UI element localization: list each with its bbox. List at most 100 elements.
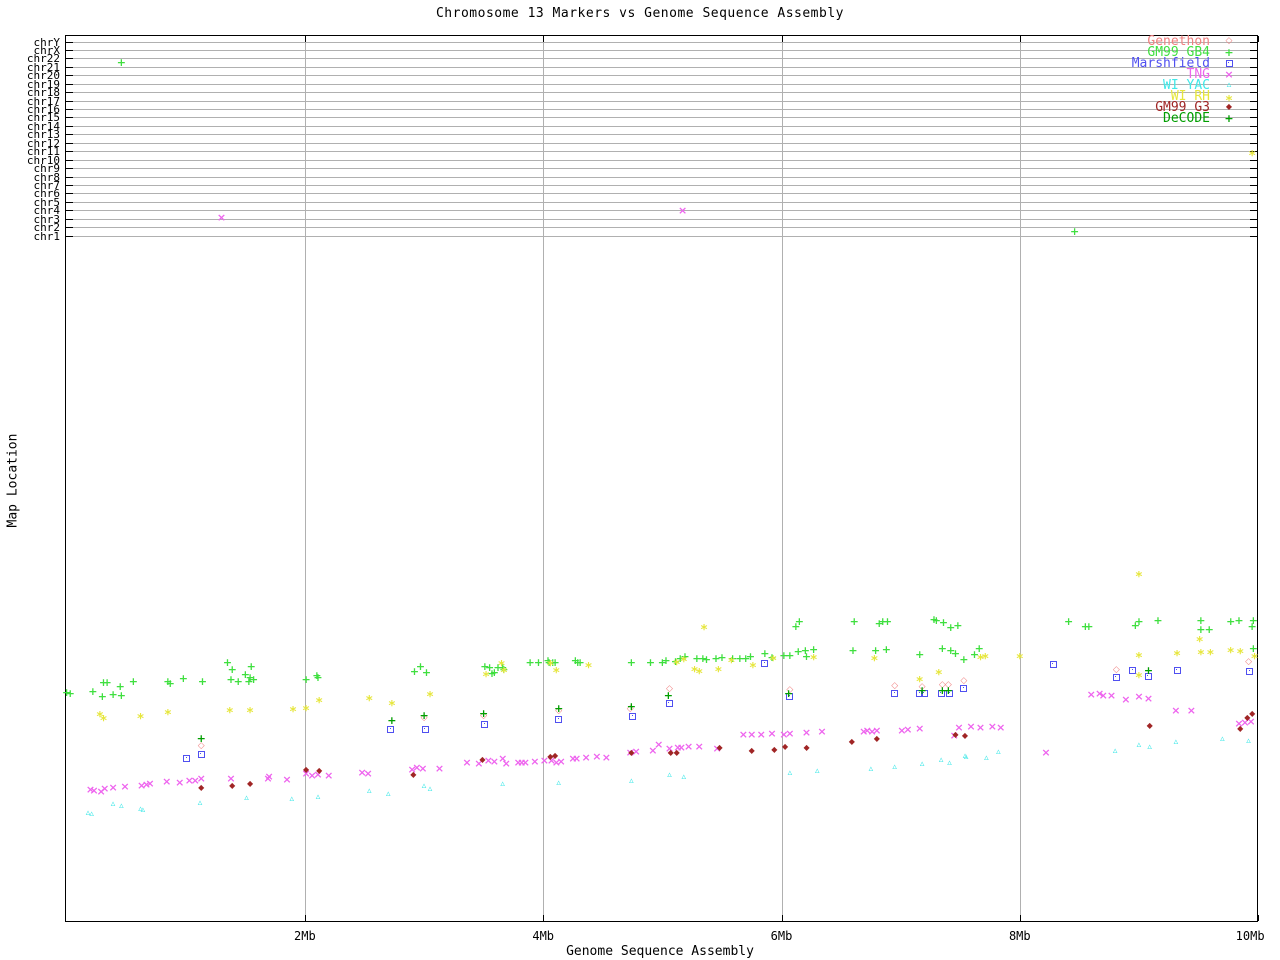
scatter-point: ▵ bbox=[366, 785, 372, 796]
scatter-point: + bbox=[1130, 618, 1140, 632]
scatter-point: + bbox=[848, 643, 858, 657]
scatter-point: ◆ bbox=[552, 751, 559, 760]
right-axis-tick bbox=[1250, 41, 1257, 43]
left-axis-tick bbox=[66, 125, 73, 127]
scatter-point: × bbox=[872, 723, 882, 737]
scatter-point bbox=[1126, 663, 1140, 677]
square-glyph bbox=[481, 720, 489, 728]
scatter-point: + bbox=[233, 674, 243, 688]
right-axis-tick bbox=[1250, 184, 1257, 186]
chrom-gridline bbox=[66, 66, 1257, 68]
scatter-point: × bbox=[1171, 703, 1181, 717]
scatter-point bbox=[626, 709, 640, 723]
scatter-point: + bbox=[498, 660, 508, 674]
scatter-point: × bbox=[184, 773, 194, 787]
scatter-point: * bbox=[552, 665, 560, 681]
scatter-point: ▵ bbox=[938, 754, 944, 765]
scatter-point: × bbox=[712, 741, 722, 755]
scatter-point: * bbox=[673, 657, 681, 673]
scatter-point: × bbox=[546, 753, 557, 767]
scatter-point: + bbox=[675, 651, 685, 665]
scatter-point: × bbox=[1240, 715, 1250, 729]
scatter-point: + bbox=[950, 646, 961, 660]
scatter-point: ◇ bbox=[938, 679, 946, 690]
scatter-point bbox=[478, 717, 492, 731]
chrom-gridline bbox=[66, 41, 1257, 43]
left-axis-tick bbox=[66, 75, 73, 77]
square-glyph bbox=[421, 725, 429, 733]
scatter-point: + bbox=[785, 648, 795, 662]
top-axis-tick bbox=[304, 36, 306, 42]
scatter-point: ▵ bbox=[868, 763, 874, 774]
scatter-point: + bbox=[760, 646, 770, 660]
scatter-point: * bbox=[1251, 651, 1258, 667]
scatter-point: × bbox=[581, 750, 591, 764]
left-axis-tick bbox=[66, 92, 73, 94]
scatter-point: + bbox=[1134, 614, 1144, 628]
scatter-point: + bbox=[717, 650, 727, 664]
scatter-point: ▵ bbox=[1136, 739, 1142, 750]
scatter-point: * bbox=[916, 674, 924, 690]
square-glyph bbox=[1129, 666, 1137, 674]
scatter-point: × bbox=[738, 727, 748, 741]
scatter-point: + bbox=[1204, 622, 1214, 636]
legend-row: TNG × bbox=[1116, 67, 1248, 81]
scatter-point: + bbox=[943, 683, 953, 697]
scatter-point: + bbox=[793, 644, 803, 658]
scatter-point: × bbox=[483, 753, 493, 767]
scatter-point: ▵ bbox=[984, 752, 989, 763]
chrom-label: chr16 bbox=[26, 103, 60, 117]
x-axis-label: Genome Sequence Assembly bbox=[566, 944, 754, 959]
chrom-gridline bbox=[66, 83, 1257, 85]
square-glyph bbox=[1144, 672, 1152, 680]
scatter-point: × bbox=[966, 719, 976, 733]
scatter-point: * bbox=[1196, 634, 1204, 650]
scatter-point: ▵ bbox=[814, 765, 820, 776]
scatter-point: × bbox=[1186, 703, 1196, 717]
scatter-point: × bbox=[282, 772, 292, 786]
scatter-point: × bbox=[175, 775, 185, 789]
scatter-point: + bbox=[728, 651, 738, 665]
legend-label: GM99 GB4 bbox=[1147, 45, 1210, 60]
scatter-point bbox=[384, 722, 398, 736]
chrom-label: chr10 bbox=[26, 153, 60, 167]
scatter-point: ▵ bbox=[787, 767, 793, 778]
scatter-point: × bbox=[89, 783, 99, 797]
scatter-point: × bbox=[975, 720, 986, 734]
chrom-label: chr12 bbox=[26, 136, 60, 150]
left-axis-tick bbox=[66, 134, 73, 136]
scatter-point: ▵ bbox=[1246, 735, 1251, 746]
scatter-point bbox=[1170, 663, 1184, 677]
left-axis-tick bbox=[66, 83, 73, 85]
scatter-point: + bbox=[1143, 663, 1154, 677]
scatter-point: + bbox=[626, 699, 636, 713]
scatter-point: + bbox=[489, 665, 499, 679]
left-axis-tick bbox=[66, 159, 73, 161]
square-glyph bbox=[891, 689, 899, 697]
scatter-point: × bbox=[96, 784, 106, 798]
scatter-point: × bbox=[673, 740, 683, 754]
scatter-point: * bbox=[498, 658, 505, 674]
scatter-point: × bbox=[1246, 714, 1256, 728]
scatter-point: ◆ bbox=[410, 770, 417, 779]
legend-label: WI YAC bbox=[1163, 78, 1210, 93]
scatter-point: + bbox=[937, 683, 947, 697]
chrom-label: chrY bbox=[33, 35, 61, 49]
chrom-gridline bbox=[66, 58, 1257, 60]
scatter-point: + bbox=[240, 667, 250, 681]
scatter-point: * bbox=[365, 693, 373, 709]
legend-label: WI RH bbox=[1170, 89, 1210, 104]
chrom-label: chr9 bbox=[33, 162, 61, 176]
legend-marker-icon: ◆ bbox=[1214, 102, 1244, 113]
left-axis-tick bbox=[66, 151, 73, 153]
scatter-point: + bbox=[550, 655, 560, 669]
square-glyph bbox=[665, 699, 673, 707]
cross-icon: × bbox=[1224, 67, 1234, 81]
square-glyph bbox=[1112, 673, 1120, 681]
legend-label: Marshfield bbox=[1131, 56, 1210, 71]
scatter-point: ▵ bbox=[1173, 736, 1179, 747]
scatter-point: + bbox=[953, 618, 963, 632]
legend-label: GM99 G3 bbox=[1155, 100, 1210, 115]
right-axis-tick bbox=[1250, 125, 1257, 127]
bottom-axis-tick bbox=[304, 915, 306, 921]
